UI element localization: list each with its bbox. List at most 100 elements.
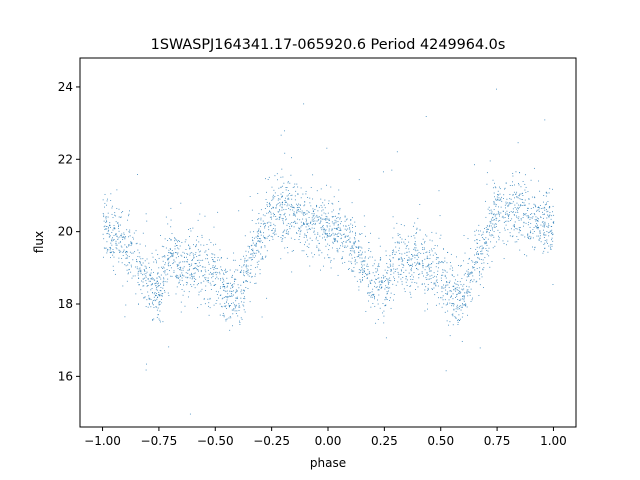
scatter-point xyxy=(323,229,325,231)
scatter-point xyxy=(549,206,551,208)
scatter-point xyxy=(326,184,327,186)
scatter-point xyxy=(364,235,366,237)
scatter-point xyxy=(525,191,527,193)
scatter-point xyxy=(496,213,498,215)
scatter-point xyxy=(460,298,462,300)
scatter-point xyxy=(227,293,229,295)
scatter-point xyxy=(249,281,251,283)
scatter-point xyxy=(358,252,360,253)
scatter-point xyxy=(153,261,155,263)
scatter-point xyxy=(495,198,496,200)
scatter-point xyxy=(297,186,299,188)
scatter-point xyxy=(163,255,165,257)
scatter-point xyxy=(148,297,150,299)
scatter-point xyxy=(547,210,549,212)
scatter-point xyxy=(174,248,176,250)
scatter-point xyxy=(393,268,395,270)
scatter-point xyxy=(291,206,293,208)
scatter-point xyxy=(305,190,307,192)
scatter-point xyxy=(408,272,410,274)
scatter-point xyxy=(523,221,525,223)
scatter-point xyxy=(349,241,351,242)
scatter-point xyxy=(257,240,259,242)
scatter-point xyxy=(249,231,251,233)
scatter-point xyxy=(168,258,169,260)
scatter-point xyxy=(538,209,540,211)
scatter-point xyxy=(409,258,411,260)
scatter-point xyxy=(553,222,555,224)
scatter-point xyxy=(314,220,316,222)
scatter-point xyxy=(334,222,335,224)
scatter-point xyxy=(109,246,111,248)
scatter-point xyxy=(118,257,120,259)
scatter-point xyxy=(340,238,342,240)
scatter-point xyxy=(169,247,171,249)
scatter-point xyxy=(132,236,134,238)
scatter-point xyxy=(316,204,317,206)
scatter-point xyxy=(532,232,534,234)
scatter-point xyxy=(326,233,328,235)
scatter-point xyxy=(470,288,472,290)
scatter-point xyxy=(464,252,466,254)
scatter-point xyxy=(213,226,215,228)
scatter-point xyxy=(137,274,139,276)
scatter-point xyxy=(288,204,290,206)
scatter-point xyxy=(353,250,355,252)
scatter-point xyxy=(511,236,513,238)
scatter-point xyxy=(303,236,305,238)
scatter-point xyxy=(134,251,136,253)
scatter-point xyxy=(219,295,221,296)
scatter-point xyxy=(539,230,541,232)
scatter-point xyxy=(378,274,380,275)
scatter-point xyxy=(170,267,172,269)
scatter-point xyxy=(274,230,276,232)
scatter-point xyxy=(509,235,511,237)
scatter-point xyxy=(229,305,230,307)
scatter-point xyxy=(178,248,180,250)
scatter-point xyxy=(522,195,524,196)
scatter-point xyxy=(456,293,458,295)
scatter-point xyxy=(118,225,119,227)
scatter-point xyxy=(331,221,333,223)
scatter-point xyxy=(107,249,109,251)
scatter-point xyxy=(246,272,248,274)
scatter-point xyxy=(194,254,196,255)
scatter-point xyxy=(368,250,370,252)
scatter-point xyxy=(164,238,166,240)
scatter-point xyxy=(215,268,217,269)
scatter-point xyxy=(429,239,431,241)
scatter-point xyxy=(408,248,410,250)
scatter-point xyxy=(245,265,247,267)
scatter-point xyxy=(323,204,325,206)
scatter-point xyxy=(442,261,444,263)
scatter-point xyxy=(393,279,395,281)
scatter-point xyxy=(356,246,358,248)
scatter-point xyxy=(217,257,219,259)
scatter-point xyxy=(192,227,194,229)
scatter-point xyxy=(516,191,518,193)
x-tick-label: 0.50 xyxy=(427,434,454,448)
scatter-point xyxy=(406,254,408,256)
scatter-point xyxy=(113,227,115,229)
scatter-point xyxy=(117,222,119,223)
scatter-point xyxy=(345,241,347,243)
scatter-point xyxy=(167,254,169,256)
scatter-point xyxy=(431,231,433,233)
scatter-point xyxy=(103,220,105,222)
scatter-point xyxy=(153,296,155,298)
scatter-point xyxy=(553,221,555,223)
scatter-point xyxy=(158,303,160,305)
scatter-point xyxy=(488,226,490,228)
scatter-point xyxy=(352,224,354,226)
scatter-point xyxy=(462,312,464,314)
scatter-point xyxy=(548,192,550,194)
scatter-point xyxy=(415,244,417,246)
scatter-point xyxy=(426,255,428,257)
scatter-point xyxy=(520,234,522,236)
scatter-point xyxy=(168,249,170,251)
scatter-point xyxy=(121,233,123,235)
scatter-point xyxy=(505,214,507,215)
scatter-point xyxy=(110,242,112,244)
scatter-point xyxy=(190,274,192,276)
scatter-point xyxy=(110,193,112,195)
